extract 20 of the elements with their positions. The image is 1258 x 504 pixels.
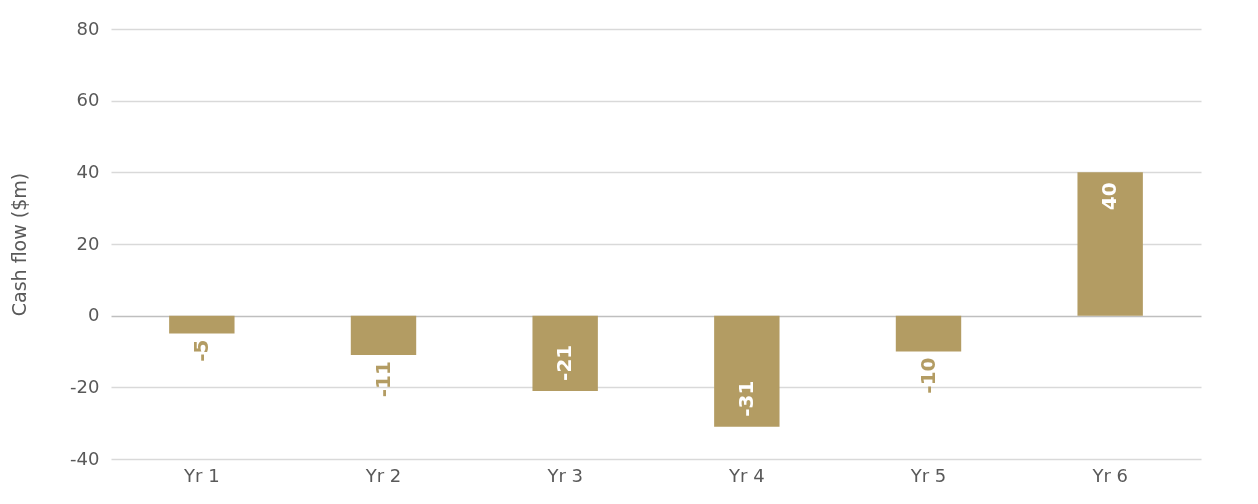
x-tick-label: Yr 4: [728, 464, 765, 486]
data-label: -11: [370, 361, 395, 398]
y-tick-label: 40: [76, 160, 100, 182]
data-label: -31: [733, 380, 758, 417]
x-tick-label: Yr 3: [546, 464, 583, 486]
data-label: 40: [1097, 182, 1122, 211]
data-label: -10: [915, 357, 940, 394]
y-tick-label: -40: [70, 447, 100, 469]
x-tick-label: Yr 6: [1091, 464, 1128, 486]
y-axis-title: Cash flow ($m): [8, 172, 31, 317]
y-tick-label: 0: [88, 304, 100, 326]
x-tick-label: Yr 1: [183, 464, 220, 486]
y-tick-label: 20: [76, 232, 100, 254]
data-label: -5: [188, 339, 213, 362]
y-tick-label: -20: [70, 375, 100, 397]
y-tick-label: 80: [76, 17, 100, 39]
y-tick-label: 60: [76, 89, 100, 111]
x-tick-label: Yr 5: [909, 464, 947, 486]
data-label: -21: [552, 344, 577, 381]
x-tick-label: Yr 2: [364, 464, 402, 486]
